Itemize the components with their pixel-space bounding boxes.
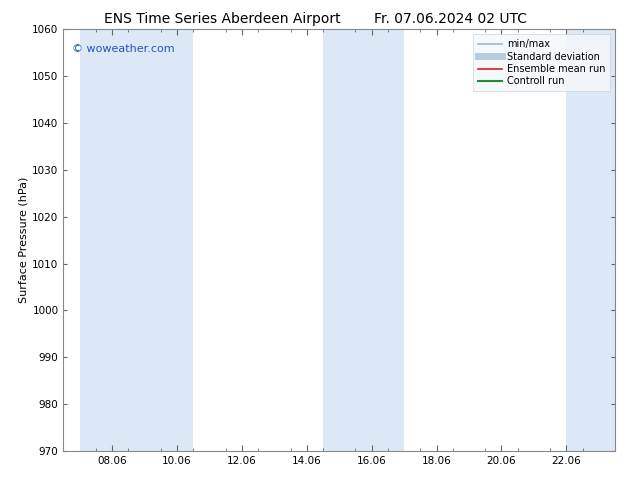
Bar (80, 29, 145, 451)
Bar (323, 29, 404, 451)
Text: ENS Time Series Aberdeen Airport: ENS Time Series Aberdeen Airport (103, 12, 340, 26)
Text: Fr. 07.06.2024 02 UTC: Fr. 07.06.2024 02 UTC (373, 12, 527, 26)
Y-axis label: Surface Pressure (hPa): Surface Pressure (hPa) (18, 177, 28, 303)
Bar (566, 29, 615, 451)
Title: ENS Time Series Aberdeen Airport    Fr. 07.06.2024 02 UTC: ENS Time Series Aberdeen Airport Fr. 07.… (0, 489, 1, 490)
Legend: min/max, Standard deviation, Ensemble mean run, Controll run: min/max, Standard deviation, Ensemble me… (473, 34, 610, 91)
Text: © woweather.com: © woweather.com (72, 44, 174, 54)
Bar (145, 29, 193, 451)
